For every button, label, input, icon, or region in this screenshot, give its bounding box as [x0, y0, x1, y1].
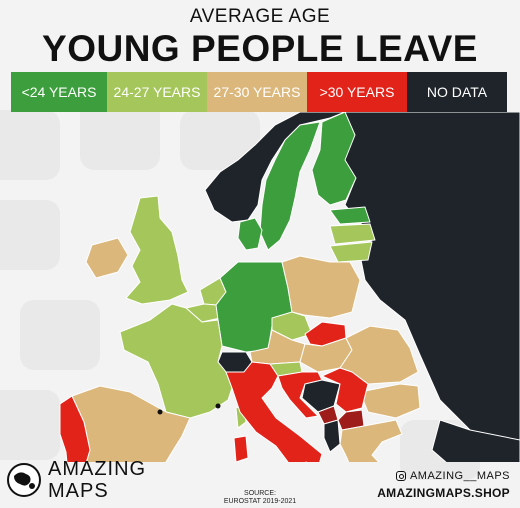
country-poland [281, 255, 361, 319]
source-value: EUROSTAT 2019-2021 [223, 498, 297, 505]
country-ireland [85, 237, 129, 279]
country-north-macedonia [337, 409, 365, 431]
legend-item-24-27: 24-27 YEARS [107, 72, 207, 112]
country-portugal [59, 395, 91, 462]
map-subtitle: AVERAGE AGE [189, 6, 331, 27]
country-greece [339, 419, 403, 462]
country-latvia [329, 223, 376, 245]
legend: <24 YEARS 24-27 YEARS 27-30 YEARS >30 YE… [11, 72, 507, 112]
instagram-icon [395, 471, 406, 481]
country-lithuania [329, 241, 373, 263]
globe-logo-icon [7, 463, 41, 497]
country-uk [125, 195, 189, 305]
country-romania [339, 325, 419, 385]
shop-link[interactable]: AMAZINGMAPS.SHOP [377, 486, 510, 500]
country-serbia [321, 367, 369, 413]
source-note: SOURCE: EUROSTAT 2019-2021 [200, 490, 320, 506]
social-links: AMAZING__MAPS AMAZINGMAPS.SHOP [377, 470, 510, 500]
legend-item-under-24: <24 YEARS [11, 72, 107, 112]
source-label: SOURCE: [244, 490, 276, 497]
legend-item-over-30: >30 YEARS [307, 72, 407, 112]
legend-item-27-30: 27-30 YEARS [207, 72, 307, 112]
microstate-dot [215, 403, 221, 409]
europe-map [59, 112, 520, 462]
brand-line-2: MAPS [48, 480, 109, 502]
country-denmark [237, 217, 263, 251]
country-croatia [277, 371, 323, 419]
country-italy-sardinia [233, 435, 249, 462]
brand-line-1: AMAZING [48, 458, 147, 480]
brand-logo: AMAZING MAPS [6, 458, 146, 502]
country-turkey [431, 419, 520, 462]
country-sweden [259, 121, 321, 251]
country-italy [225, 361, 323, 462]
microstate-dot [157, 409, 163, 415]
country-estonia [329, 206, 371, 225]
legend-item-no-data: NO DATA [407, 72, 507, 112]
country-finland [311, 112, 357, 206]
instagram-handle[interactable]: AMAZING__MAPS [409, 470, 510, 482]
country-bulgaria [359, 383, 421, 419]
country-albania [323, 419, 341, 453]
